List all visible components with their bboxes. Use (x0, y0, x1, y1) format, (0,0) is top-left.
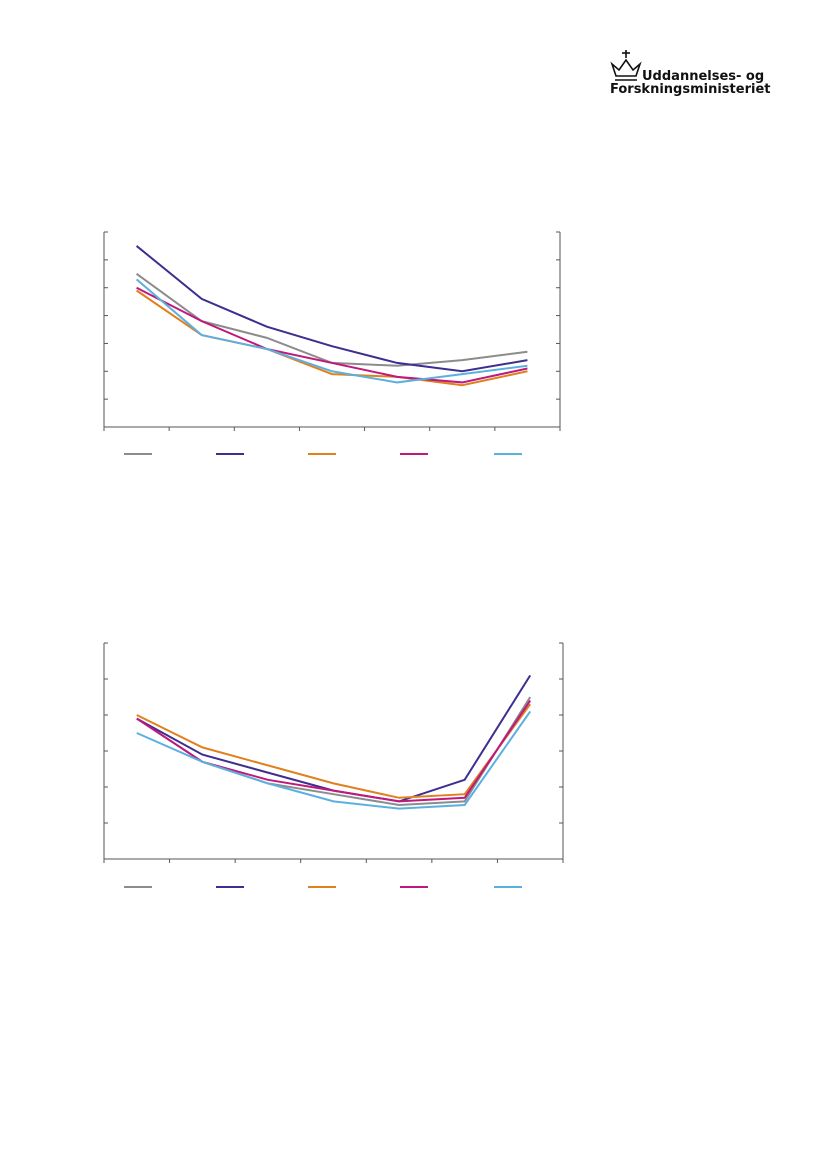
chart (103, 231, 561, 455)
series-line (136, 703, 532, 799)
series-line (136, 710, 532, 810)
crown-icon (610, 58, 642, 77)
series-line (135, 278, 528, 384)
series-line (135, 245, 528, 373)
logo-text: Forskningsministeriet (610, 82, 770, 97)
series-line (136, 286, 528, 384)
logo-text: Uddannelses- og (642, 69, 764, 84)
chart (103, 642, 564, 888)
logo (610, 50, 642, 81)
series-line (135, 272, 528, 367)
